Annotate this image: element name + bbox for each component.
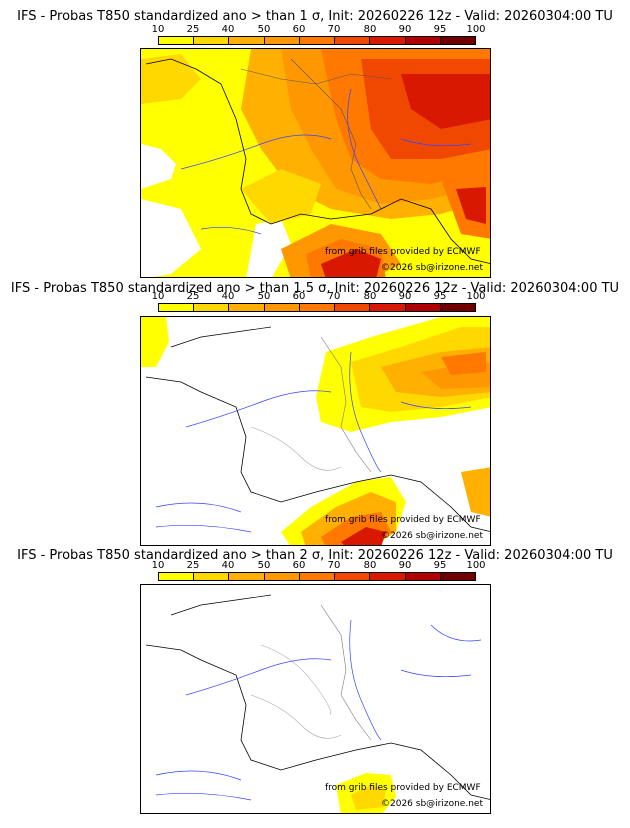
tick-label: 80 bbox=[363, 560, 377, 571]
colorbar-segment bbox=[264, 304, 300, 311]
tick-label: 40 bbox=[221, 291, 235, 302]
tick-label: 80 bbox=[363, 291, 377, 302]
tick-label: 70 bbox=[327, 291, 341, 302]
credit-copyright: ©2026 sb@irizone.net bbox=[381, 263, 483, 273]
tick-label: 10 bbox=[151, 24, 165, 35]
tick-label: 10 bbox=[151, 560, 165, 571]
colorbar-segment bbox=[440, 304, 475, 311]
tick-label: 25 bbox=[186, 291, 200, 302]
probability-map: from grib files provided by ECMWF ©2026 … bbox=[140, 48, 491, 278]
tick-label: 95 bbox=[433, 560, 447, 571]
panel-1: IFS - Probas T850 standardized ano > tha… bbox=[0, 0, 630, 280]
tick-label: 70 bbox=[327, 560, 341, 571]
probability-map: from grib files provided by ECMWF ©2026 … bbox=[140, 584, 491, 814]
colorbar bbox=[158, 572, 476, 581]
panel-3: IFS - Probas T850 standardized ano > tha… bbox=[0, 548, 630, 828]
credit-source: from grib files provided by ECMWF bbox=[325, 515, 481, 525]
tick-label: 60 bbox=[292, 291, 306, 302]
colorbar-segment bbox=[194, 573, 230, 580]
map-graphic bbox=[141, 585, 490, 813]
tick-label: 90 bbox=[398, 560, 412, 571]
colorbar-segment bbox=[370, 573, 406, 580]
colorbar-segment bbox=[229, 304, 265, 311]
colorbar-segment bbox=[405, 573, 441, 580]
colorbar-ticks: 10 25 40 50 60 70 80 90 95 100 bbox=[152, 24, 486, 36]
tick-label: 100 bbox=[466, 291, 486, 302]
colorbar-segment bbox=[440, 37, 475, 44]
colorbar-segment bbox=[440, 573, 475, 580]
colorbar-segment bbox=[299, 573, 336, 580]
colorbar-ticks: 10 25 40 50 60 70 80 90 95 100 bbox=[152, 291, 486, 303]
map-title: IFS - Probas T850 standardized ano > tha… bbox=[17, 548, 613, 563]
tick-label: 100 bbox=[466, 24, 486, 35]
colorbar-segment bbox=[299, 37, 336, 44]
tick-label: 25 bbox=[186, 24, 200, 35]
colorbar-segment bbox=[194, 304, 230, 311]
colorbar-segment bbox=[159, 573, 195, 580]
tick-label: 90 bbox=[398, 291, 412, 302]
probability-map: from grib files provided by ECMWF ©2026 … bbox=[140, 316, 491, 546]
colorbar-segment bbox=[335, 573, 371, 580]
tick-label: 60 bbox=[292, 560, 306, 571]
tick-label: 50 bbox=[257, 560, 271, 571]
tick-label: 10 bbox=[151, 291, 165, 302]
colorbar-segment bbox=[194, 37, 230, 44]
colorbar-segment bbox=[159, 304, 195, 311]
tick-label: 95 bbox=[433, 24, 447, 35]
tick-label: 50 bbox=[257, 24, 271, 35]
tick-label: 25 bbox=[186, 560, 200, 571]
colorbar-segment bbox=[405, 37, 441, 44]
map-graphic bbox=[141, 317, 490, 545]
tick-label: 60 bbox=[292, 24, 306, 35]
credit-copyright: ©2026 sb@irizone.net bbox=[381, 799, 483, 809]
colorbar-segment bbox=[264, 573, 300, 580]
colorbar-segment bbox=[335, 304, 371, 311]
colorbar-segment bbox=[370, 37, 406, 44]
colorbar-segment bbox=[229, 37, 265, 44]
colorbar-segment bbox=[335, 37, 371, 44]
colorbar-segment bbox=[264, 37, 300, 44]
colorbar-segment bbox=[370, 304, 406, 311]
map-title: IFS - Probas T850 standardized ano > tha… bbox=[17, 9, 613, 24]
tick-label: 80 bbox=[363, 24, 377, 35]
colorbar bbox=[158, 303, 476, 312]
map-title: IFS - Probas T850 standardized ano > tha… bbox=[10, 281, 620, 296]
tick-label: 40 bbox=[221, 24, 235, 35]
tick-label: 90 bbox=[398, 24, 412, 35]
tick-label: 70 bbox=[327, 24, 341, 35]
credit-copyright: ©2026 sb@irizone.net bbox=[381, 531, 483, 541]
colorbar-segment bbox=[159, 37, 195, 44]
colorbar-segment bbox=[299, 304, 336, 311]
tick-label: 95 bbox=[433, 291, 447, 302]
tick-label: 50 bbox=[257, 291, 271, 302]
panel-2: IFS - Probas T850 standardized ano > tha… bbox=[0, 280, 630, 550]
credit-source: from grib files provided by ECMWF bbox=[325, 247, 481, 257]
map-graphic bbox=[141, 49, 490, 277]
tick-label: 100 bbox=[466, 560, 486, 571]
credit-source: from grib files provided by ECMWF bbox=[325, 783, 481, 793]
colorbar-ticks: 10 25 40 50 60 70 80 90 95 100 bbox=[152, 560, 486, 572]
colorbar-segment bbox=[405, 304, 441, 311]
tick-label: 40 bbox=[221, 560, 235, 571]
colorbar-segment bbox=[229, 573, 265, 580]
colorbar bbox=[158, 36, 476, 45]
